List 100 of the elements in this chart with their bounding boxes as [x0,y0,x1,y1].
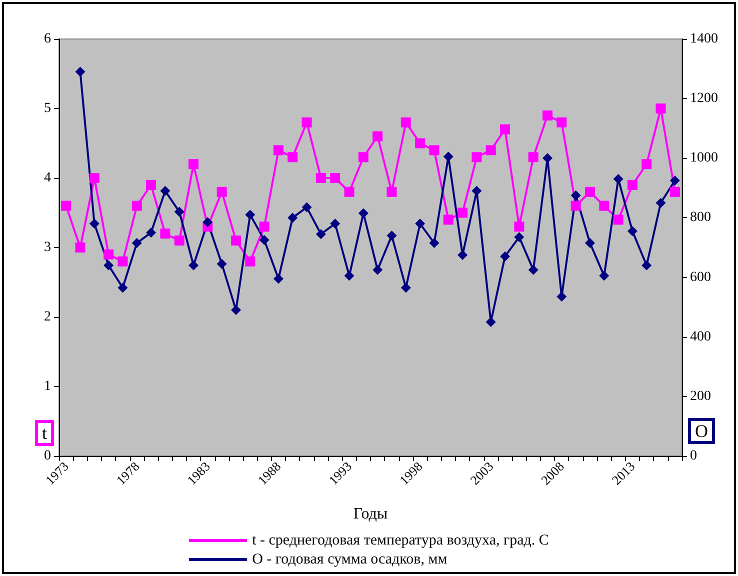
y2-tick-label: 400 [690,329,711,344]
y-axis-title: t [42,423,48,443]
x-axis-title: Годы [353,506,388,522]
point [400,282,411,293]
point [302,117,312,128]
point [528,264,538,275]
point [570,190,581,200]
point [429,238,440,248]
point [230,305,241,316]
point [75,66,86,77]
point [627,226,638,236]
point [642,260,652,270]
point [160,186,170,196]
point [358,152,368,162]
point [443,152,454,162]
point [245,210,256,220]
point [443,214,454,225]
point [400,117,411,128]
point [514,232,524,242]
point [273,274,284,284]
point [642,159,652,170]
point [216,186,227,197]
point [132,200,142,211]
point [174,236,184,246]
point [415,218,426,229]
point [61,200,72,211]
point [89,218,100,229]
point [288,152,298,162]
point [174,206,184,217]
y2-tick-label: 600 [690,270,711,285]
y-tick-label: 6 [44,32,51,46]
y-tick-label: 3 [44,240,51,255]
point [330,173,340,183]
point [259,222,270,232]
point [486,316,496,327]
y2-axis-title: O [695,421,708,441]
point [89,173,100,183]
point [273,145,284,156]
point [656,198,666,208]
y2-tick-label: 0 [690,448,697,464]
point [288,212,298,223]
point [132,238,142,248]
point [146,228,156,238]
point [118,282,128,293]
point [500,124,510,134]
point [584,186,595,197]
point [584,238,595,248]
point [118,256,128,266]
point [316,173,326,183]
point [556,117,567,128]
y-tick-label: 2 [44,310,51,324]
point [613,174,624,184]
point [627,180,638,190]
point [429,145,440,156]
point [344,270,354,281]
point [188,260,199,270]
point [104,249,114,260]
point [514,222,524,232]
point [670,175,680,186]
point [599,270,610,281]
point [613,214,624,225]
point [330,218,340,229]
point [656,104,666,114]
point [316,229,326,240]
y2-tick-label: 800 [690,210,711,226]
point [570,200,581,211]
point [542,110,552,120]
point [500,251,510,262]
point [372,264,383,275]
y-tick-label: 1 [44,379,51,394]
point [245,256,256,266]
legend-label: t - среднегодовая температура воздуха, град. С [252,532,549,548]
point [472,152,482,162]
y-tick-label: 5 [44,101,51,116]
point [372,131,383,142]
point [188,159,199,170]
point [386,186,397,197]
y2-tick-label: 1000 [690,150,718,166]
point [542,153,552,164]
y2-tick-label: 200 [690,388,711,404]
point [202,217,213,228]
point [472,186,482,196]
point [259,235,270,246]
y-tick-label: 4 [44,170,51,186]
point [670,186,680,197]
y-tick-label: 0 [44,448,51,464]
point [344,186,354,197]
point [104,260,114,270]
point [599,200,610,211]
point [486,145,496,156]
point [146,180,156,190]
point [358,208,368,218]
point [528,152,538,162]
point [75,242,86,252]
point [302,202,312,212]
point [216,258,227,269]
y2-tick-label: 1200 [690,91,718,106]
y2-tick-label: 1400 [690,32,718,46]
point [160,228,170,239]
point [230,236,241,246]
